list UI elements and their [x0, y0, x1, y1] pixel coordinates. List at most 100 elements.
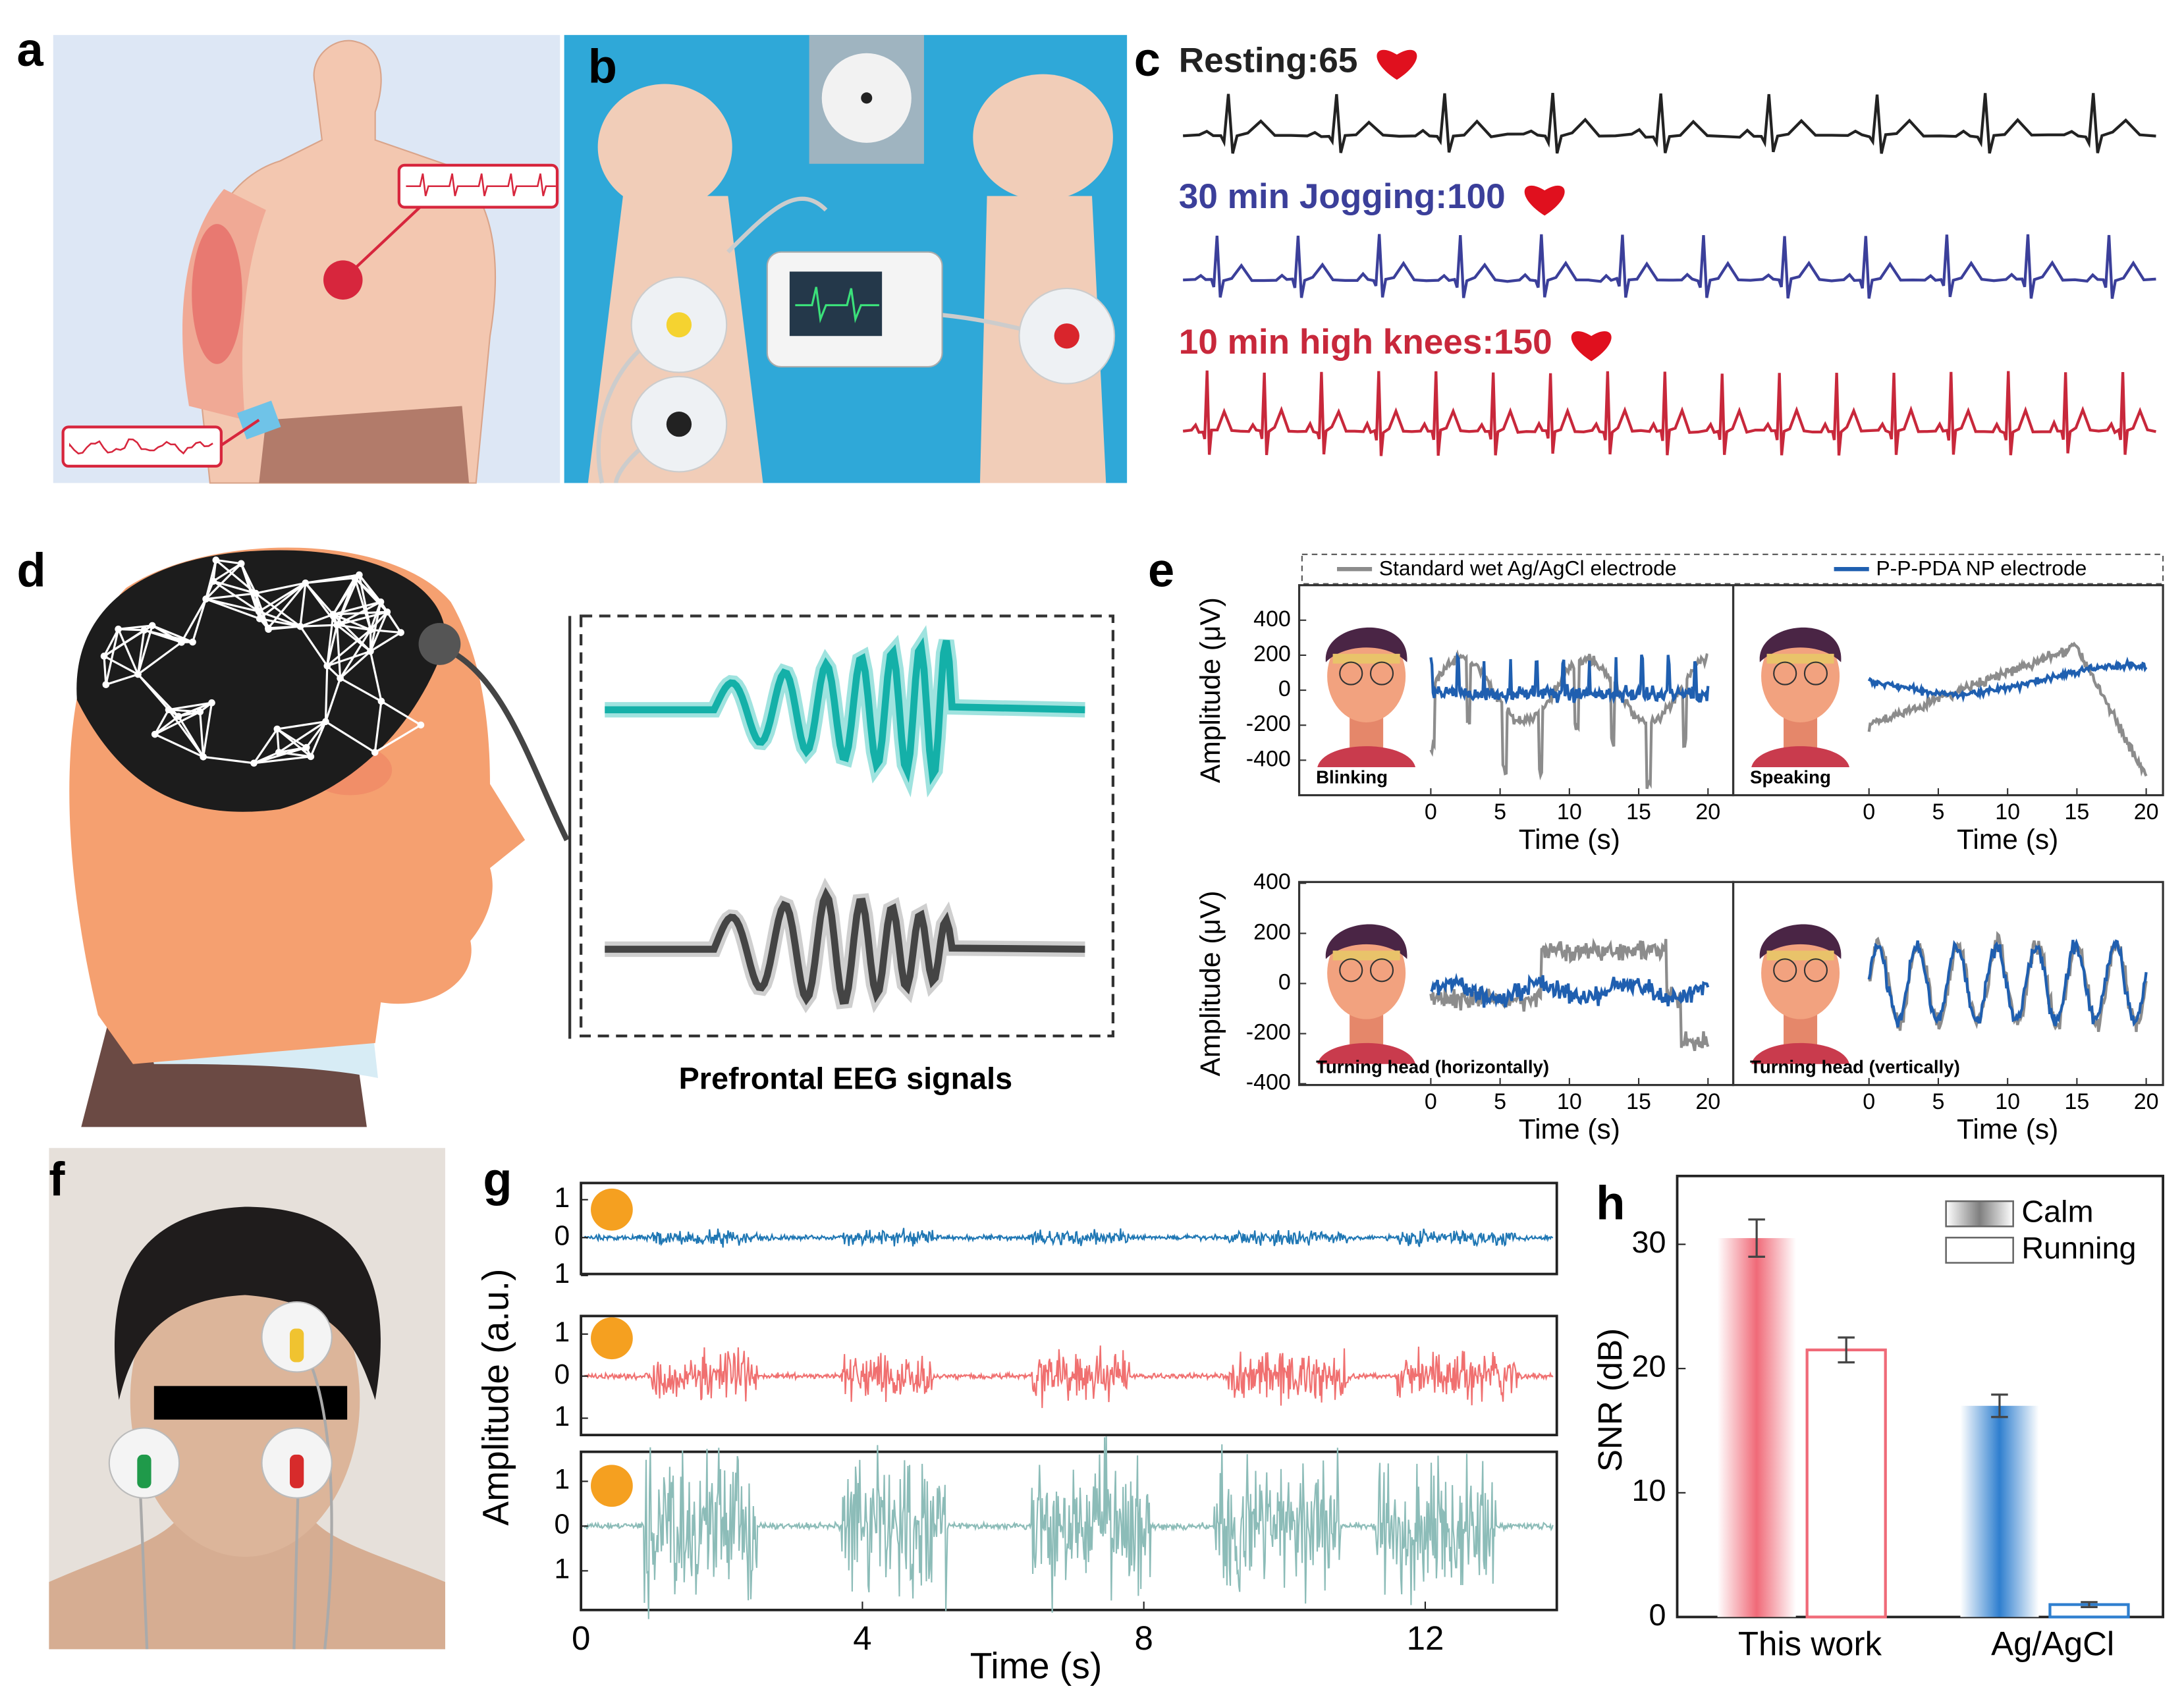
ecg-trace [1183, 234, 2156, 299]
brain-network [153, 709, 170, 735]
brain-node [148, 622, 156, 630]
brain-network [326, 629, 371, 667]
y-tick-label: 200 [1253, 919, 1291, 944]
brain-node [371, 749, 379, 756]
brain-network [117, 628, 139, 675]
error-bar [1748, 1218, 1765, 1258]
brain-network [305, 720, 327, 748]
brain-network [332, 574, 360, 615]
brain-node [175, 713, 182, 720]
panel-label: g [483, 1153, 512, 1206]
face-hair [1325, 627, 1407, 662]
x-tick-label: 5 [1494, 799, 1506, 824]
brain-node [329, 610, 337, 618]
x-tick-label: 8 [1135, 1619, 1153, 1657]
x-tick-label: 10 [1557, 799, 1582, 824]
y-tick-label: 400 [1253, 869, 1291, 894]
brain-network [379, 601, 402, 634]
brain-network [167, 709, 204, 758]
brain-network [326, 624, 339, 666]
trace-label: Resting:65 [1179, 41, 1358, 80]
brain-network [205, 562, 242, 600]
brain-node [307, 753, 315, 761]
ecg-trace [1183, 92, 2156, 154]
brain-network [151, 624, 182, 643]
electrode-clip [666, 412, 692, 437]
brain-network [300, 613, 334, 628]
brain-network [277, 720, 326, 730]
y-tick-label: 0 [554, 1359, 570, 1390]
brain-node [252, 589, 259, 597]
brain-network [337, 624, 371, 631]
y-axis-label: Amplitude (a.u.) [475, 1269, 516, 1526]
signal-trace [584, 1345, 1554, 1409]
subplot-frame [580, 1181, 1558, 1276]
pointer [220, 419, 260, 446]
brain-network [278, 720, 327, 753]
face-glasses [1369, 661, 1394, 686]
brain-network [203, 755, 254, 765]
panel-label: c [1134, 34, 1160, 86]
x-tick-label: 20 [2134, 1089, 2159, 1114]
brain-network [136, 630, 146, 675]
x-axis-label: Time (s) [1519, 1114, 1620, 1145]
signal-trace [1430, 973, 1710, 1008]
y-tick-label: 1 [554, 1465, 570, 1496]
brain-node [196, 708, 204, 716]
brain-node [356, 571, 363, 579]
brain-node [377, 697, 385, 705]
x-tick-label: 0 [572, 1619, 590, 1657]
brain-network [212, 562, 242, 582]
error-bar [1838, 1336, 1855, 1364]
signal-box [61, 425, 223, 468]
x-tick-label: 12 [1407, 1619, 1444, 1657]
fist [973, 74, 1113, 201]
brain-node [256, 615, 263, 622]
y-tick-label: 20 [1632, 1349, 1666, 1384]
x-tick-label: 0 [1425, 1089, 1437, 1114]
brain-node [417, 721, 425, 729]
x-tick-label: 20 [2134, 799, 2159, 824]
y-axis-label: SNR (dB) [1591, 1328, 1629, 1472]
x-tick-label: This work [1738, 1625, 1882, 1663]
face [1327, 630, 1406, 722]
face-glasses [1339, 958, 1363, 983]
brain-network [212, 580, 260, 612]
brain-node [383, 608, 391, 616]
brain-network [336, 601, 381, 626]
plot-frame [1676, 1174, 2165, 1619]
brain-node [302, 743, 310, 751]
brain-network [168, 701, 212, 711]
signal-trace [1867, 641, 2148, 777]
face-glasses [1339, 661, 1363, 686]
x-tick-label: 4 [853, 1619, 871, 1657]
brain-network [103, 656, 107, 685]
y-axis-label: Amplitude (μV) [1195, 890, 1226, 1076]
screen-trace [795, 286, 879, 323]
brain-network [324, 678, 342, 722]
electrode [418, 623, 461, 665]
brain-network [324, 666, 329, 722]
subplot-frame [1732, 584, 2164, 797]
subplot-title: Turning head (vertically) [1750, 1056, 1960, 1077]
brain-network [374, 724, 422, 753]
mini-ecg [406, 173, 556, 196]
y-tick-label: -400 [1246, 1070, 1291, 1095]
face-shirt [1317, 1042, 1416, 1064]
face-band [1766, 950, 1834, 961]
y-tick-label: -400 [1246, 746, 1291, 771]
signal-frame [580, 614, 1115, 1038]
x-tick-label: Ag/AgCl [1991, 1625, 2114, 1663]
cable [439, 644, 570, 842]
panel-label: h [1596, 1177, 1625, 1230]
subplot-frame [580, 1450, 1558, 1611]
brain-network [373, 701, 383, 753]
brain-node [202, 595, 209, 603]
brain-network [369, 611, 389, 652]
y-tick-label: -200 [1246, 711, 1291, 736]
heart-icon [1524, 185, 1565, 216]
brain-node [100, 653, 108, 660]
signal-trace [1429, 652, 1710, 705]
y-tick-label: -200 [1246, 1020, 1291, 1045]
